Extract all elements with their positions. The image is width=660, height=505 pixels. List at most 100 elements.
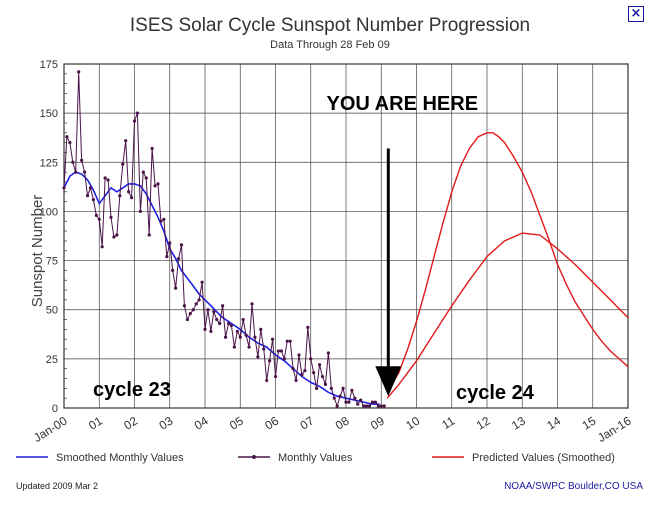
monthly-value-point [194, 302, 198, 306]
monthly-value-point [297, 353, 301, 357]
monthly-value-point [317, 363, 322, 367]
y-tick-label: 50 [46, 305, 58, 317]
monthly-value-point [153, 184, 157, 188]
chart-subtitle: Data Through 28 Feb 09 [270, 39, 390, 51]
monthly-value-point [244, 333, 248, 337]
monthly-value-point [85, 194, 90, 198]
monthly-value-point [109, 215, 113, 219]
monthly-value-point [279, 349, 283, 353]
monthly-value-point [206, 308, 210, 312]
x-tick-label: 12 [474, 414, 493, 433]
y-tick-label: 25 [46, 354, 58, 366]
series-line-4 [386, 232, 629, 399]
monthly-value-point [300, 372, 304, 377]
monthly-value-point [276, 349, 281, 353]
monthly-value-point [306, 325, 310, 330]
monthly-value-point [273, 374, 278, 379]
you-are-here-arrowhead [375, 366, 402, 397]
monthly-value-point [364, 404, 369, 408]
monthly-value-point [350, 388, 354, 392]
monthly-value-point [362, 404, 366, 408]
monthly-value-point [156, 182, 160, 186]
monthly-value-point [247, 345, 251, 349]
monthly-value-point [338, 394, 342, 398]
monthly-value-point [268, 359, 272, 363]
monthly-value-point [344, 400, 348, 404]
monthly-value-point [165, 255, 169, 259]
x-tick-label: Jan-00 [31, 414, 70, 445]
monthly-value-point [88, 186, 93, 190]
x-tick-label: 06 [262, 414, 281, 433]
updated-note: Updated 2009 Mar 2 [16, 481, 98, 491]
monthly-value-point [68, 141, 72, 145]
monthly-value-point [262, 347, 266, 351]
monthly-value-point [315, 386, 319, 390]
x-tick-label: Jan-16 [595, 414, 634, 445]
monthly-value-point [347, 400, 351, 404]
annotations: YOU ARE HERE cycle 23 cycle 24 [93, 93, 535, 404]
monthly-value-point [118, 194, 122, 198]
monthly-value-point [238, 335, 242, 339]
monthly-value-point [320, 374, 325, 379]
x-tick-label: 13 [509, 414, 528, 433]
plot-frame [63, 63, 629, 409]
y-tick-label: 125 [40, 157, 58, 169]
x-tick-label: 14 [544, 414, 563, 433]
series-line-1 [63, 171, 380, 405]
monthly-value-point [265, 378, 269, 383]
monthly-value-point [74, 170, 78, 174]
monthly-value-point [115, 233, 119, 237]
legend-label: Predicted Values (Smoothed) [472, 452, 615, 464]
monthly-value-point [191, 308, 195, 312]
monthly-value-point [259, 327, 263, 331]
monthly-value-point [62, 186, 66, 190]
y-tick-label: 75 [46, 256, 58, 268]
monthly-value-point [174, 286, 178, 290]
monthly-value-point [359, 398, 363, 402]
monthly-value-point [179, 243, 184, 247]
monthly-value-point [91, 198, 95, 202]
source-credit: NOAA/SWPC Boulder,CO USA [504, 481, 643, 492]
series-line-2 [63, 71, 385, 408]
monthly-value-point [197, 298, 201, 302]
monthly-value-point [141, 170, 145, 174]
legend-marker [252, 455, 256, 459]
monthly-value-point [65, 135, 69, 139]
monthly-value-point [77, 70, 81, 74]
x-tick-label: 03 [157, 414, 176, 433]
monthly-value-point [356, 402, 360, 406]
x-tick-label: 15 [580, 414, 599, 433]
legend: Smoothed Monthly Values Monthly Values Pre… [16, 452, 615, 464]
monthly-value-point [147, 233, 151, 237]
monthly-value-point [82, 170, 87, 174]
monthly-value-point [256, 355, 260, 359]
legend-label: Smoothed Monthly Values [56, 452, 184, 464]
monthly-value-point [229, 323, 234, 328]
monthly-value-point [241, 317, 245, 322]
monthly-value-point [112, 235, 116, 239]
monthly-value-point [212, 310, 216, 314]
monthly-value-point [226, 321, 231, 326]
monthly-value-point [294, 378, 298, 383]
monthly-value-point [250, 302, 254, 306]
monthly-value-point [171, 268, 175, 272]
monthly-value-point [103, 176, 107, 180]
monthly-value-point [253, 335, 257, 339]
monthly-value-point [176, 257, 181, 261]
x-tick-label: 05 [227, 414, 246, 433]
monthly-value-point [80, 158, 84, 162]
monthly-value-point [144, 176, 148, 180]
monthly-value-point [223, 335, 228, 339]
monthly-value-point [121, 162, 125, 166]
chart-title: ISES Solar Cycle Sunspot Number Progress… [130, 15, 530, 36]
x-tick-label: 04 [192, 414, 211, 433]
monthly-value-point [235, 329, 239, 333]
monthly-value-point [127, 190, 131, 194]
monthly-value-point [341, 386, 345, 390]
close-button[interactable]: × [628, 6, 644, 22]
monthly-value-point [326, 351, 330, 355]
x-tick-label: 07 [298, 414, 317, 433]
cycle-23-label: cycle 23 [93, 379, 171, 401]
monthly-value-point [309, 357, 313, 361]
monthly-value-point [323, 382, 328, 387]
